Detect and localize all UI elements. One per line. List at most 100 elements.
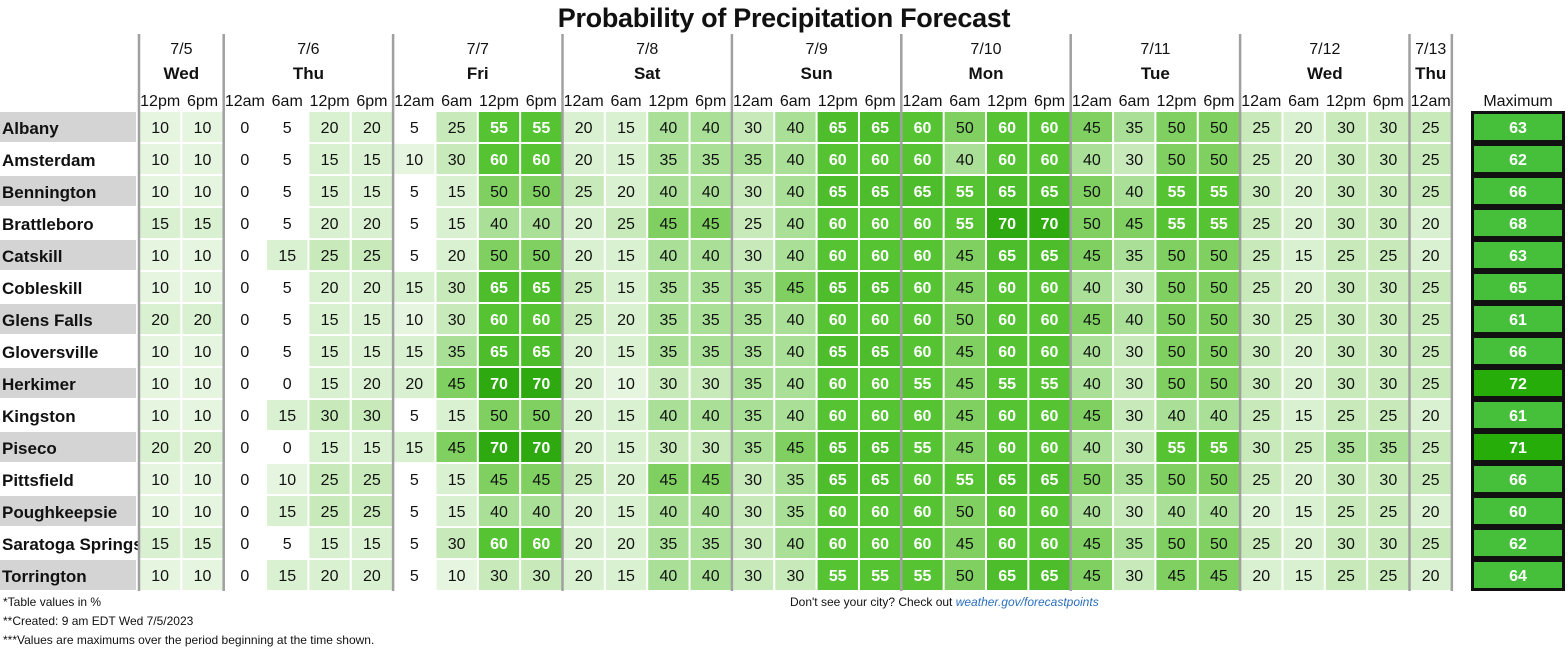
pop-value: 60 bbox=[1041, 408, 1059, 425]
city-label-bg bbox=[0, 144, 136, 174]
pop-value: 25 bbox=[1252, 120, 1270, 137]
pop-cell bbox=[775, 208, 816, 238]
pop-cell bbox=[478, 144, 520, 174]
max-value: 63 bbox=[1509, 248, 1527, 265]
pop-value: 40 bbox=[702, 184, 720, 201]
max-cell bbox=[1471, 303, 1565, 335]
pop-value: 50 bbox=[1168, 248, 1186, 265]
pop-value: 25 bbox=[1422, 376, 1440, 393]
pop-cell bbox=[521, 368, 562, 398]
max-cell bbox=[1471, 239, 1565, 271]
pop-cell bbox=[1114, 432, 1155, 462]
pop-value: 5 bbox=[410, 472, 419, 489]
pop-cell bbox=[563, 560, 604, 590]
pop-cell bbox=[1368, 432, 1409, 462]
max-cell bbox=[1471, 207, 1565, 239]
pop-cell bbox=[267, 368, 308, 398]
pop-cell bbox=[140, 112, 181, 142]
pop-value: 55 bbox=[1168, 216, 1186, 233]
pop-cell bbox=[1114, 112, 1155, 142]
pop-value: 20 bbox=[363, 280, 381, 297]
pop-cell bbox=[478, 208, 520, 238]
pop-cell bbox=[775, 528, 816, 558]
pop-cell bbox=[182, 144, 223, 174]
pop-value: 60 bbox=[1041, 344, 1059, 361]
pop-cell bbox=[1114, 368, 1155, 398]
pop-cell bbox=[648, 368, 689, 398]
pop-cell bbox=[563, 208, 604, 238]
pop-cell bbox=[309, 464, 350, 494]
pop-cell bbox=[1283, 496, 1324, 526]
pop-value: 65 bbox=[998, 568, 1016, 585]
pop-value: 30 bbox=[1337, 536, 1355, 553]
pop-value: 65 bbox=[871, 440, 889, 457]
pop-value: 20 bbox=[1295, 472, 1313, 489]
pop-value: 45 bbox=[532, 472, 550, 489]
pop-value: 65 bbox=[829, 472, 847, 489]
pop-value: 25 bbox=[1252, 152, 1270, 169]
pop-value: 30 bbox=[1337, 216, 1355, 233]
pop-cell bbox=[309, 496, 350, 526]
pop-cell bbox=[478, 240, 520, 270]
pop-value: 30 bbox=[1379, 280, 1397, 297]
pop-cell bbox=[775, 304, 816, 334]
forecastpoints-link[interactable]: weather.gov/forecastpoints bbox=[955, 595, 1099, 609]
pop-cell bbox=[563, 368, 604, 398]
pop-cell bbox=[775, 240, 816, 270]
pop-value: 25 bbox=[1295, 440, 1313, 457]
pop-value: 30 bbox=[1379, 152, 1397, 169]
pop-cell bbox=[1283, 400, 1324, 430]
pop-value: 40 bbox=[787, 344, 805, 361]
pop-value: 30 bbox=[321, 408, 339, 425]
max-value: 64 bbox=[1509, 568, 1527, 585]
pop-value: 15 bbox=[448, 408, 466, 425]
pop-value: 0 bbox=[240, 568, 249, 585]
pop-value: 30 bbox=[1252, 312, 1270, 329]
pop-cell bbox=[563, 496, 604, 526]
pop-cell bbox=[1198, 336, 1240, 366]
pop-cell bbox=[775, 400, 816, 430]
pop-value: 30 bbox=[659, 440, 677, 457]
pop-value: 20 bbox=[617, 472, 635, 489]
pop-cell bbox=[648, 464, 689, 494]
pop-cell bbox=[775, 336, 816, 366]
pop-value: 10 bbox=[194, 152, 212, 169]
pop-value: 60 bbox=[490, 152, 508, 169]
city-label: Bennington bbox=[2, 183, 96, 202]
pop-value: 30 bbox=[1379, 312, 1397, 329]
pop-cell bbox=[1410, 208, 1451, 238]
pop-value: 20 bbox=[1295, 280, 1313, 297]
pop-cell bbox=[817, 400, 858, 430]
pop-value: 15 bbox=[363, 152, 381, 169]
pop-value: 65 bbox=[829, 440, 847, 457]
pop-value: 30 bbox=[744, 248, 762, 265]
header-day-7: Wed bbox=[1307, 64, 1343, 83]
pop-value: 15 bbox=[321, 312, 339, 329]
pop-value: 15 bbox=[321, 440, 339, 457]
pop-cell bbox=[732, 368, 774, 398]
pop-value: 45 bbox=[956, 536, 974, 553]
header-time: 6pm bbox=[865, 93, 896, 110]
pop-value: 10 bbox=[151, 344, 169, 361]
pop-cell bbox=[1156, 176, 1197, 206]
pop-value: 15 bbox=[617, 344, 635, 361]
pop-value: 45 bbox=[956, 408, 974, 425]
pop-cell bbox=[902, 528, 943, 558]
pop-value: 40 bbox=[787, 184, 805, 201]
pop-value: 60 bbox=[998, 312, 1016, 329]
pop-value: 60 bbox=[1041, 536, 1059, 553]
pop-value: 65 bbox=[1041, 248, 1059, 265]
pop-cell bbox=[1156, 464, 1197, 494]
pop-value: 20 bbox=[617, 312, 635, 329]
pop-cell bbox=[775, 144, 816, 174]
pop-cell bbox=[140, 368, 181, 398]
pop-cell bbox=[648, 112, 689, 142]
pop-cell bbox=[1029, 400, 1070, 430]
pop-value: 50 bbox=[956, 504, 974, 521]
pop-value: 55 bbox=[829, 568, 847, 585]
pop-value: 40 bbox=[702, 568, 720, 585]
pop-value: 10 bbox=[151, 376, 169, 393]
pop-cell bbox=[1156, 336, 1197, 366]
pop-value: 15 bbox=[617, 408, 635, 425]
pop-value: 60 bbox=[871, 216, 889, 233]
